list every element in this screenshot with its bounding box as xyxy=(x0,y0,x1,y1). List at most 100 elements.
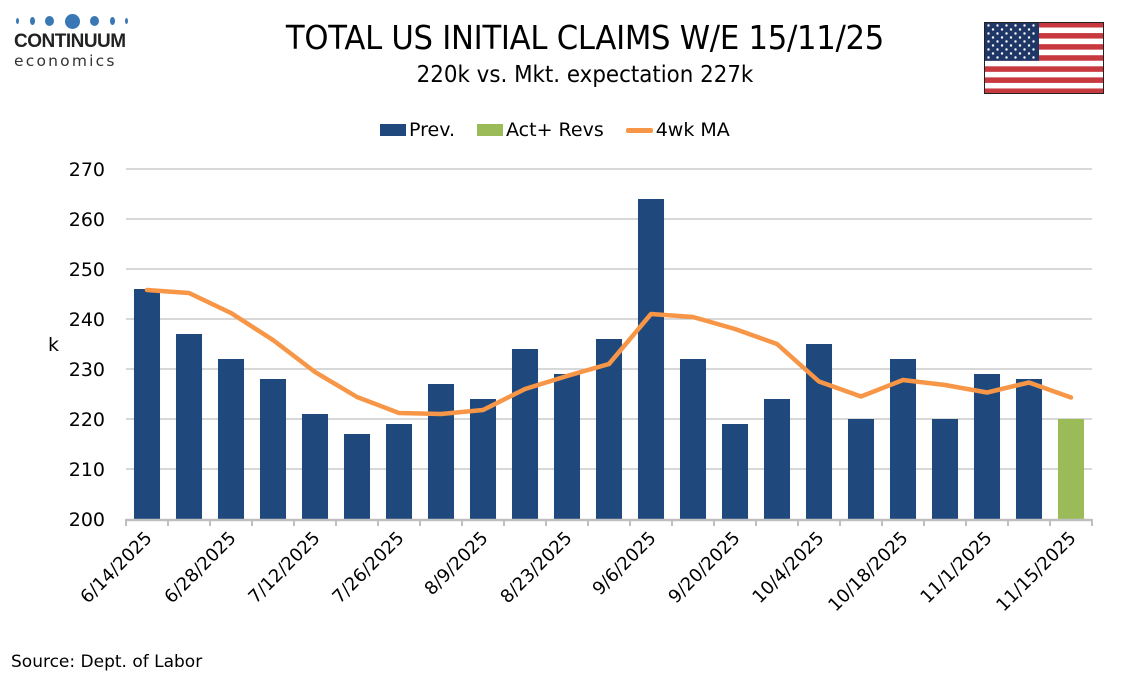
chart-legend: Prev. Act+ Revs 4wk MA xyxy=(380,119,752,141)
flag-star xyxy=(1023,48,1026,51)
x-tick-label: 11/15/2025 xyxy=(992,528,1080,616)
flag-star xyxy=(1009,36,1013,39)
flag-star xyxy=(1005,40,1008,43)
flag-star xyxy=(996,48,999,51)
flag-star xyxy=(1014,24,1017,27)
y-tick-label: 240 xyxy=(69,309,105,331)
flag-star xyxy=(1000,44,1004,47)
flag-star xyxy=(996,24,999,27)
x-tick-label: 9/20/2025 xyxy=(664,528,744,608)
flag-stripe xyxy=(984,33,1104,39)
flag-star xyxy=(1018,52,1022,55)
flag-stripe xyxy=(984,82,1104,89)
flag-star xyxy=(1023,32,1026,35)
legend-item-ma: 4wk MA xyxy=(625,119,730,141)
bar-prev xyxy=(931,419,959,519)
flag-star xyxy=(996,56,999,59)
flag-star xyxy=(1000,52,1004,55)
legend-swatch-ma xyxy=(625,127,653,133)
chart-subtitle: 220k vs. Mkt. expectation 227k xyxy=(416,62,754,88)
us-flag-icon xyxy=(984,22,1104,94)
flag-star xyxy=(1005,24,1008,27)
x-tick-label: 9/6/2025 xyxy=(589,528,661,600)
x-axis xyxy=(125,518,1093,526)
flag-stripe xyxy=(984,60,1104,67)
chart-title: TOTAL US INITIAL CLAIMS W/E 15/11/25 xyxy=(285,18,885,57)
flag-star xyxy=(1032,56,1035,59)
bar-prev xyxy=(637,199,665,519)
flag-star xyxy=(987,56,990,59)
flag-star xyxy=(1018,44,1022,47)
flag-star xyxy=(1009,44,1013,47)
flag-stripe xyxy=(984,71,1104,78)
bar-prev xyxy=(175,334,203,519)
x-axis-labels: 6/14/2025 6/28/2025 7/12/2025 7/26/2025 8/9/… xyxy=(76,528,1080,616)
flag-star xyxy=(987,48,990,51)
x-tick-label: 10/18/2025 xyxy=(824,528,912,616)
y-tick-label: 200 xyxy=(69,509,105,531)
flag-star xyxy=(1005,56,1008,59)
flag-star xyxy=(1023,40,1026,43)
flag-stripe xyxy=(984,22,1104,28)
legend-swatch-actual xyxy=(477,124,504,136)
flag-stripe xyxy=(984,77,1104,84)
legend-swatch-prev xyxy=(380,124,406,136)
flag-star xyxy=(1000,36,1004,39)
y-tick-label: 230 xyxy=(69,359,105,381)
flag-star xyxy=(987,32,990,35)
flag-star xyxy=(1027,52,1031,55)
flag-star xyxy=(1005,32,1008,35)
x-tick-label: 7/12/2025 xyxy=(244,528,324,608)
bar-prev xyxy=(1015,379,1043,519)
bar-prev xyxy=(259,379,287,519)
y-tick-label: 210 xyxy=(69,459,105,481)
flag-star xyxy=(1018,28,1022,31)
flag-stripe xyxy=(984,49,1104,56)
flag-star xyxy=(1032,48,1035,51)
flag-star xyxy=(1027,36,1031,39)
logo-name: CONTINUUM xyxy=(14,31,126,52)
bar-prev xyxy=(805,344,833,519)
flag-star xyxy=(1032,40,1035,43)
legend-label-actual: Act+ Revs xyxy=(506,119,604,141)
legend-item-prev: Prev. xyxy=(380,119,455,141)
flag-star xyxy=(987,24,990,27)
bar-prev xyxy=(343,434,371,519)
bar-prev xyxy=(301,414,329,519)
continuum-economics-logo: CONTINUUM economics xyxy=(14,13,132,76)
flag-star xyxy=(1027,44,1031,47)
y-tick-label: 250 xyxy=(69,259,105,281)
x-tick-label: 10/4/2025 xyxy=(748,528,828,608)
flag-star xyxy=(991,36,995,39)
bars xyxy=(133,199,1085,519)
legend-label-ma: 4wk MA xyxy=(655,119,730,141)
bar-prev xyxy=(595,339,623,519)
flag-star xyxy=(1027,28,1031,31)
flag-stripe xyxy=(984,38,1104,45)
flag-star xyxy=(1009,28,1013,31)
bar-prev xyxy=(133,289,161,519)
flag-star xyxy=(1014,56,1017,59)
flag-star xyxy=(991,52,995,55)
bar-prev xyxy=(427,384,455,519)
bar-prev xyxy=(511,349,539,519)
flag-star xyxy=(1005,48,1008,51)
logo-dots-icon xyxy=(16,13,128,29)
flag-star xyxy=(987,40,990,43)
flag-stripe xyxy=(984,88,1104,94)
flag-star xyxy=(1014,40,1017,43)
source-note: Source: Dept. of Labor xyxy=(11,652,203,672)
flag-star xyxy=(1032,32,1035,35)
flag-star xyxy=(1023,24,1026,27)
flag-stripe xyxy=(984,66,1104,73)
ma-line xyxy=(144,287,1074,417)
legend-item-actual: Act+ Revs xyxy=(477,119,604,141)
x-tick-label: 8/23/2025 xyxy=(496,528,576,608)
bar-prev xyxy=(385,424,413,519)
flag-stripe xyxy=(984,55,1104,61)
bar-prev xyxy=(679,359,707,519)
flag-star xyxy=(996,40,999,43)
logo-subtitle: economics xyxy=(14,52,117,70)
y-axis-label: k xyxy=(48,334,59,356)
